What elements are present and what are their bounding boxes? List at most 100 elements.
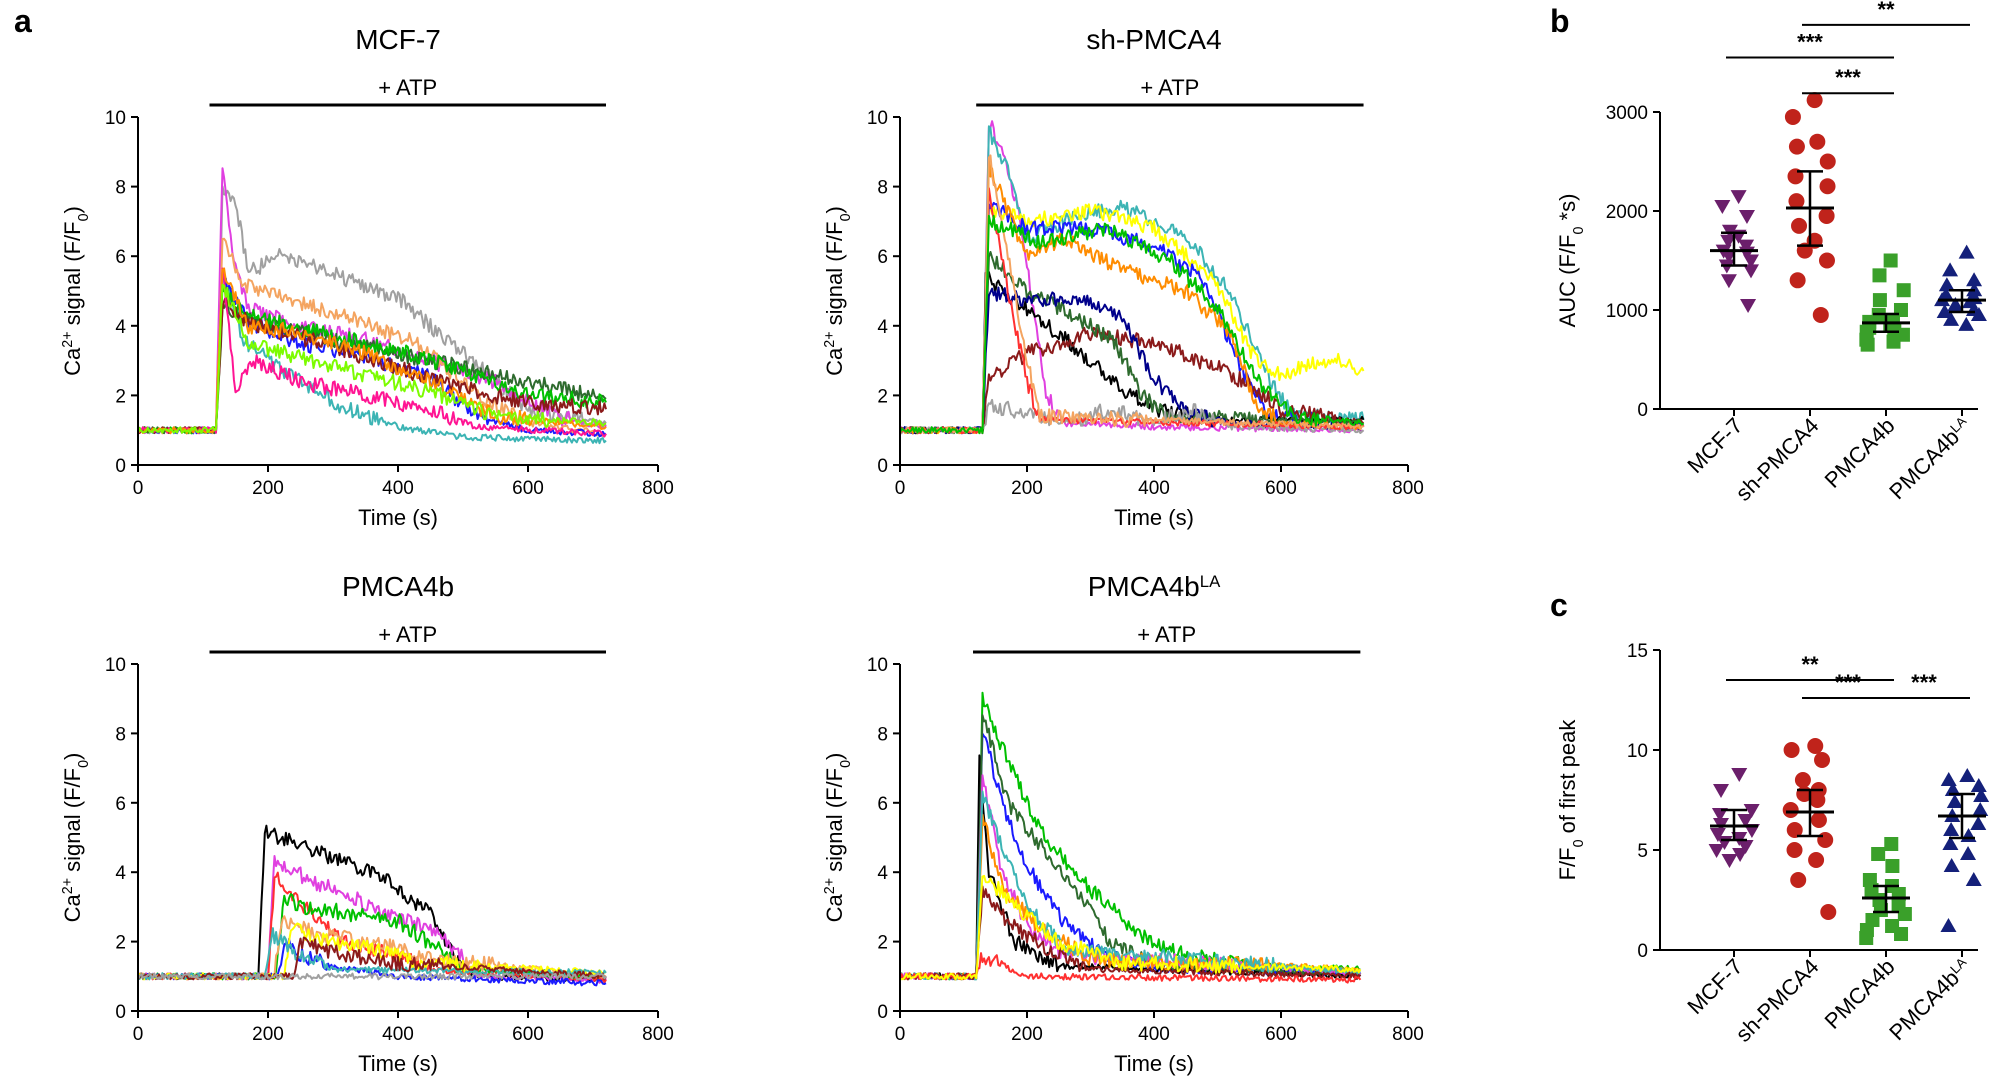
y-tick-label: 0 — [877, 456, 888, 477]
trace-line — [899, 201, 1365, 435]
category-label: MCF-7 — [1682, 413, 1747, 478]
data-point — [1820, 904, 1837, 920]
x-axis-label: Time (s) — [1114, 1051, 1194, 1076]
data-point — [1731, 768, 1748, 782]
y-tick-label: 6 — [877, 247, 888, 268]
data-point — [1806, 92, 1823, 109]
data-point — [1883, 253, 1898, 268]
data-point — [1871, 847, 1886, 861]
data-point — [1809, 792, 1826, 808]
data-point — [1884, 837, 1899, 851]
x-tick-label: 200 — [252, 478, 284, 499]
x-tick-label: 0 — [133, 478, 144, 499]
y-axis-label: AUC (F/F0 *s) — [1555, 194, 1587, 328]
y-tick-label: 6 — [877, 794, 888, 815]
trace-line — [137, 267, 607, 438]
x-tick-label: 600 — [512, 1024, 544, 1045]
y-tick-label: 10 — [867, 655, 888, 676]
data-point — [1783, 742, 1800, 758]
line-chart-4: PMCA4bLA + ATP 0 2 4 6 8 10 0 200 400 600 800 Time (s… — [822, 571, 1424, 1076]
data-point — [1713, 784, 1730, 798]
y-tick-label: 3000 — [1606, 103, 1648, 124]
category-label: MCF-7 — [1682, 954, 1747, 1019]
data-point — [1944, 782, 1961, 796]
y-axis-label: Ca2+ signal (F/F0) — [60, 753, 92, 923]
x-axis-label: Time (s) — [358, 505, 438, 530]
data-point — [1794, 772, 1811, 788]
x-tick-label: 600 — [512, 478, 544, 499]
data-point — [1959, 768, 1976, 782]
x-tick-label: 400 — [1138, 1024, 1170, 1045]
data-point — [1786, 822, 1803, 838]
trace-line — [899, 120, 1365, 435]
x-tick-label: 200 — [1011, 478, 1043, 499]
significance-stars: *** — [1911, 670, 1937, 695]
atp-label: + ATP — [1140, 75, 1199, 100]
data-point — [1818, 252, 1835, 269]
x-tick-label: 800 — [1392, 478, 1424, 499]
panel-label-b: b — [1550, 3, 1570, 39]
data-point — [1714, 200, 1731, 215]
traces — [137, 824, 607, 987]
trace-line — [137, 167, 607, 435]
y-tick-label: 0 — [115, 1002, 126, 1023]
y-tick-label: 2 — [877, 386, 888, 407]
y-tick-label: 4 — [115, 863, 126, 884]
data-point — [1788, 193, 1805, 210]
data-point — [1958, 244, 1975, 259]
trace-line — [899, 813, 1361, 981]
data-point — [1885, 859, 1900, 873]
data-point — [1808, 852, 1825, 868]
y-tick-label: 15 — [1627, 641, 1648, 662]
data-point — [1894, 927, 1909, 941]
data-point — [1943, 822, 1960, 836]
data-point — [1860, 337, 1875, 352]
data-point — [1947, 297, 1964, 312]
x-tick-label: 600 — [1265, 478, 1297, 499]
trace-line — [137, 185, 607, 435]
line-chart-3: PMCA4b + ATP 0 2 4 6 8 10 0 200 400 600 800 Time (s) C… — [60, 571, 674, 1076]
x-tick-label: 400 — [382, 478, 414, 499]
data-point — [1742, 254, 1759, 269]
category-label: PMCA4bLA — [1884, 954, 1975, 1045]
data-point — [1960, 846, 1977, 860]
x-tick-label: 800 — [642, 1024, 674, 1045]
x-tick-label: 400 — [382, 1024, 414, 1045]
category-label: PMCA4b — [1820, 413, 1900, 493]
data-point — [1810, 812, 1827, 828]
trace-line — [137, 936, 607, 981]
y-axis-label: F/F0 of first peak — [1555, 719, 1587, 881]
data-point — [1732, 848, 1749, 862]
data-point — [1743, 264, 1760, 279]
trace-line — [899, 125, 1365, 435]
data-point — [1958, 316, 1975, 331]
data-point — [1970, 306, 1987, 321]
data-point — [1938, 277, 1955, 292]
data-point — [1942, 836, 1959, 850]
y-tick-label: 2000 — [1606, 202, 1648, 223]
y-tick-label: 0 — [1637, 400, 1648, 421]
group-points — [1934, 244, 1987, 331]
data-point — [1709, 828, 1726, 842]
y-tick-label: 10 — [105, 108, 126, 129]
y-axis-label: Ca2+ signal (F/F0) — [822, 206, 854, 376]
trace-line — [899, 732, 1361, 981]
data-point — [1896, 283, 1911, 298]
traces — [137, 167, 607, 445]
data-point — [1711, 808, 1728, 822]
trace-line — [137, 283, 607, 434]
data-point — [1940, 772, 1957, 786]
data-point — [1730, 190, 1747, 205]
trace-line — [899, 691, 1361, 981]
y-tick-label: 2 — [877, 933, 888, 954]
data-point — [1786, 842, 1803, 858]
data-point — [1897, 907, 1912, 921]
y-tick-label: 8 — [115, 178, 126, 199]
data-point — [1737, 840, 1754, 854]
data-point — [1946, 794, 1963, 808]
trace-line — [137, 295, 607, 435]
trace-line — [899, 874, 1362, 981]
atp-label: + ATP — [1137, 622, 1196, 647]
data-point — [1720, 234, 1737, 249]
